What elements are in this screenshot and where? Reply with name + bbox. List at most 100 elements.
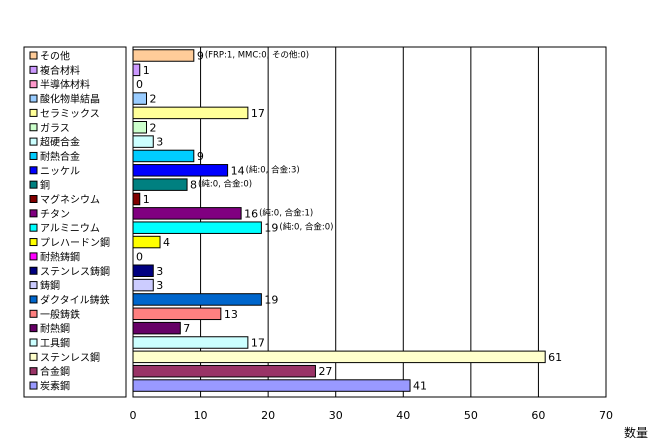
bar (132, 106, 249, 120)
legend-label: 耐熱鋳鋼 (40, 250, 80, 263)
bar (132, 178, 188, 191)
bar-annotation: (純:0, 合金:3) (246, 164, 300, 175)
x-axis-ticks: 0 10 20 30 40 50 60 70 (130, 409, 614, 422)
legend-label: ガラス (40, 122, 70, 134)
legend-label: 複合材料 (40, 64, 80, 77)
x-tick-label: 50 (464, 409, 478, 422)
bar (132, 379, 411, 392)
legend-swatch (29, 166, 38, 175)
bar-annotation: (純:0, 合金:0) (198, 179, 252, 190)
legend-label: セラミックス (40, 108, 100, 120)
bar-annotation: (純:0, 合金:0) (279, 222, 333, 233)
x-tick-label: 30 (329, 409, 343, 422)
bar-value-label: 0 (136, 250, 143, 263)
legend-swatch (29, 352, 38, 361)
legend-swatch (29, 180, 38, 189)
bar-value-label: 17 (251, 337, 265, 350)
bar (132, 92, 148, 105)
bar-value-label: 14 (231, 164, 245, 177)
legend-swatch (29, 94, 38, 103)
bar (132, 207, 242, 220)
legend-label: マグネシウム (40, 193, 100, 206)
legend-label: 耐熱合金 (40, 150, 80, 163)
bar (132, 321, 181, 335)
bar (132, 135, 154, 148)
bar (132, 235, 161, 249)
bar-value-label: 13 (224, 308, 238, 321)
bar-value-label: 16 (244, 207, 258, 220)
legend-swatch (29, 137, 38, 146)
legend-label: 酸化物単結晶 (40, 93, 100, 106)
legend-label: 超硬合金 (40, 136, 80, 149)
legend-swatch (29, 324, 38, 333)
legend-label: プレハードン鋼 (40, 236, 110, 249)
x-tick-label: 40 (396, 409, 410, 422)
legend-label: 一般鋳鉄 (40, 308, 80, 321)
legend-swatch (29, 195, 38, 203)
bar (132, 336, 249, 349)
legend-label: ダクタイル鋳鉄 (40, 293, 110, 306)
x-tick-label: 10 (194, 409, 208, 422)
legend-swatch (29, 252, 38, 261)
legend: その他複合材料半導体材料酸化物単結晶セラミックスガラス超硬合金耐熱合金ニッケル銅… (29, 50, 110, 393)
bar (132, 63, 141, 77)
legend-box (23, 46, 127, 398)
bar-value-label: 2 (150, 93, 157, 106)
bar-value-label: 3 (156, 279, 163, 292)
bar-value-label: 4 (163, 236, 170, 249)
bar (132, 221, 262, 234)
bar (132, 307, 222, 321)
legend-swatch (29, 381, 38, 390)
bar-value-label: 0 (136, 78, 143, 91)
bar-value-label: 19 (264, 293, 278, 306)
bar (132, 264, 154, 277)
legend-swatch (29, 123, 38, 132)
legend-swatch (29, 266, 38, 275)
bar-value-label: 9 (197, 50, 204, 63)
x-tick-label: 70 (599, 409, 613, 422)
bar (132, 293, 262, 306)
bar-value-label: 7 (183, 322, 190, 335)
legend-label: ニッケル (40, 165, 80, 177)
bar-value-label: 3 (156, 136, 163, 149)
bar (132, 192, 141, 206)
legend-swatch (29, 367, 38, 376)
legend-label: 半導体材料 (40, 78, 90, 91)
bar (132, 350, 546, 364)
legend-swatch (29, 295, 38, 304)
legend-swatch (29, 309, 38, 318)
bar-value-label: 41 (413, 380, 427, 393)
bar-annotation: (FRP:1, MMC:0, その他:0) (205, 50, 309, 61)
legend-swatch (29, 223, 38, 232)
x-axis-label: 数量 (624, 425, 648, 440)
legend-swatch (29, 65, 38, 74)
legend-swatch (29, 209, 38, 218)
bar-value-label: 17 (251, 107, 265, 120)
bar (132, 278, 154, 292)
bar-value-label: 61 (548, 351, 562, 364)
bar-value-label: 2 (150, 121, 157, 134)
x-tick-label: 20 (261, 409, 275, 422)
bar-annotation: (純:0, 合金:1) (259, 207, 313, 218)
legend-swatch (29, 108, 38, 117)
legend-label: その他 (40, 50, 70, 63)
bar (132, 121, 148, 134)
legend-label: ステンレス鋼 (40, 351, 100, 364)
bar-value-label: 9 (197, 150, 204, 163)
bar (132, 164, 229, 177)
legend-label: 銅 (40, 179, 50, 192)
bar (132, 149, 195, 163)
legend-label: ステンレス鋳鋼 (40, 265, 110, 278)
legend-swatch (29, 338, 38, 347)
legend-label: 炭素鋼 (40, 380, 70, 393)
legend-label: 鋳鋼 (40, 279, 60, 292)
x-tick-label: 0 (130, 409, 137, 422)
legend-swatch (29, 238, 38, 247)
legend-label: 耐熱鋼 (40, 322, 70, 335)
bar-value-label: 27 (318, 365, 332, 378)
bar-value-label: 1 (143, 193, 150, 206)
bar-value-label: 3 (156, 265, 163, 278)
legend-swatch (29, 281, 38, 290)
